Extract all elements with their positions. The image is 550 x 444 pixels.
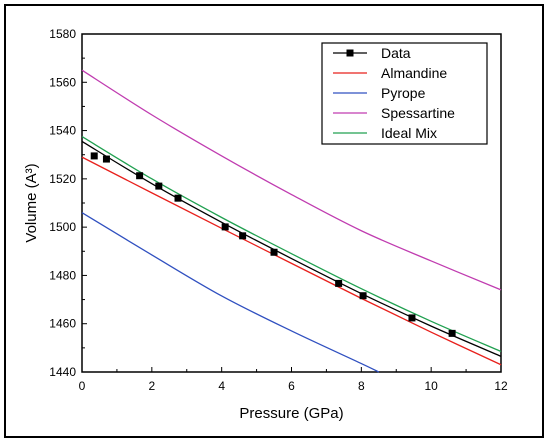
series-line-ideal-mix [81, 136, 502, 353]
series-line-almandine [81, 156, 502, 366]
data-point-8 [270, 248, 278, 256]
y-tick-label: 1580 [49, 27, 76, 41]
data-point-4 [155, 182, 163, 190]
legend-marker-data [346, 49, 354, 57]
data-markers [90, 152, 456, 337]
legend-label-pyrope: Pyrope [381, 85, 426, 101]
x-tick-label: 10 [424, 379, 438, 393]
x-tick-label: 4 [218, 379, 225, 393]
legend-label-ideal-mix: Ideal Mix [381, 125, 437, 141]
x-tick-label: 2 [148, 379, 155, 393]
y-tick-label: 1520 [49, 172, 76, 186]
legend-label-data: Data [381, 45, 411, 61]
y-tick-label: 1560 [49, 75, 76, 89]
data-point-1 [90, 152, 98, 160]
data-point-7 [239, 232, 247, 240]
data-point-5 [174, 194, 182, 202]
x-axis-ticks: 0 2 4 6 8 10 12 [79, 367, 508, 393]
data-point-9 [335, 279, 343, 287]
x-tick-label: 8 [358, 379, 365, 393]
y-axis-label: Volume (A³) [23, 163, 40, 242]
legend-label-almandine: Almandine [381, 65, 447, 81]
y-tick-label: 1540 [49, 124, 76, 138]
y-tick-label: 1480 [49, 268, 76, 282]
data-point-11 [408, 314, 416, 322]
data-point-12 [448, 329, 456, 337]
x-tick-label: 0 [79, 379, 86, 393]
series-line-pyrope [81, 212, 380, 373]
x-tick-label: 12 [494, 379, 508, 393]
data-point-6 [221, 223, 229, 231]
data-point-2 [102, 155, 110, 163]
data-point-10 [359, 292, 367, 300]
x-tick-label: 6 [288, 379, 295, 393]
series-line-data [81, 140, 502, 357]
x-axis-label: Pressure (GPa) [239, 405, 343, 422]
y-axis-ticks: 1440 1460 1480 1500 1520 1540 1560 1580 [49, 27, 87, 379]
y-tick-label: 1460 [49, 317, 76, 331]
legend-label-spessartine: Spessartine [381, 105, 455, 121]
curves [81, 69, 502, 373]
series-line-spessartine [81, 69, 502, 291]
y-tick-label: 1440 [49, 365, 76, 379]
data-point-3 [136, 172, 144, 180]
legend: Data Almandine Pyrope Spessartine Ideal Mix [321, 42, 488, 145]
y-tick-label: 1500 [49, 220, 76, 234]
